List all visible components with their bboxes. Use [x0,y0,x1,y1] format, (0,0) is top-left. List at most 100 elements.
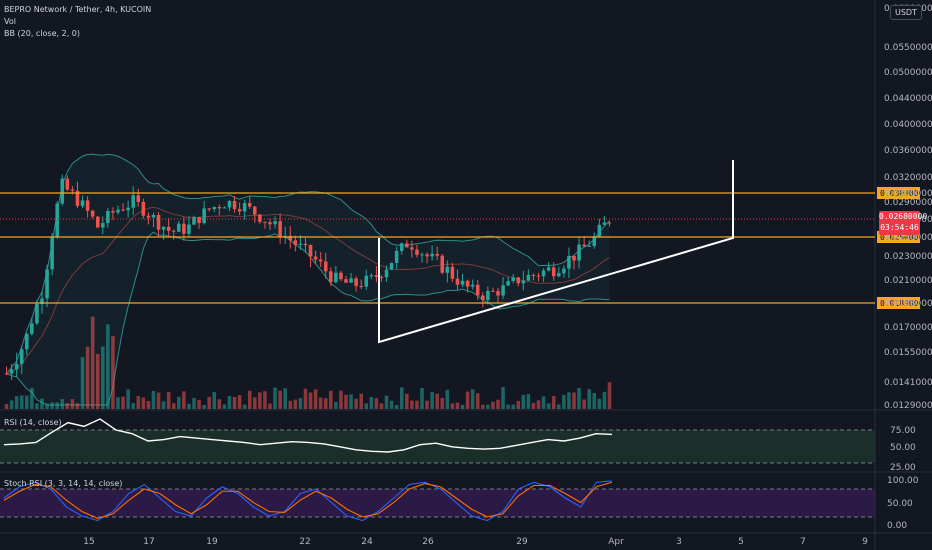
price-tick-label: 0.03000000 [884,189,932,199]
volume-bar [349,394,353,409]
candle-body [227,200,232,208]
candle-body [420,254,424,256]
volume-bar [567,392,571,409]
candle-body [415,249,419,255]
level-price-text: 0.02500000 [880,233,928,242]
volume-bar [389,400,394,409]
candle-body [440,255,445,273]
price-tick-label: 0.02500000 [884,233,932,243]
volume-bar [141,397,146,409]
volume-bar [592,393,597,409]
volume-bar [242,404,247,409]
candle-body [506,281,510,286]
candle-body [222,207,227,209]
candle-body [141,201,146,216]
rsi-line [3,418,613,453]
volume-bar [106,324,110,409]
candle-body [551,267,556,277]
candle-body [247,203,252,207]
candle-body [45,269,49,299]
volume-bar [475,393,480,409]
volume-bar [9,400,14,409]
volume-bar [587,389,591,409]
candle-body [491,290,495,292]
candle-body [582,244,586,247]
volume-bar [268,403,272,409]
candle-body [19,349,24,364]
candle-body [410,247,414,250]
candle-body [166,226,171,231]
volume-bar [14,396,19,409]
time-tick-label: 19 [206,537,218,547]
level-price-text: 0.01880000 [880,299,928,308]
candle-body [70,189,75,191]
candle-body [182,223,186,234]
candle-body [217,207,222,209]
volume-bar [531,402,536,409]
volume-bars [4,316,612,409]
candle-body [263,221,267,223]
candle-body [30,323,34,334]
time-axis[interactable]: 15 17 19 22 24 26 29 Apr 3 5 7 9 [83,537,868,547]
volume-bar [344,394,348,409]
candle-body [526,274,531,281]
volume-bar [278,390,282,409]
volume-bar [369,396,374,409]
candle-body [136,195,141,202]
price-pane[interactable] [0,0,875,410]
volume-bar [50,402,54,409]
volume-bar [298,398,303,409]
volume-bar [516,400,521,409]
candle-body [572,255,576,261]
volume-bar [90,316,95,409]
candle-body [126,207,130,211]
candle-body [151,214,156,218]
volume-bar [80,357,85,409]
candle-body [394,250,399,263]
candle-body [232,200,237,210]
bb-legend: BB (20, close, 2, 0) [4,29,80,38]
volume-bar [202,404,206,409]
candle-body [399,243,404,251]
volume-bar [562,394,566,409]
volume-bar [182,391,186,409]
candle-body [298,243,303,245]
candle-body [156,214,161,230]
volume-bar [126,389,130,409]
time-tick-label: 15 [83,537,94,547]
candle-body [536,275,541,277]
candle-body [496,291,500,296]
candle-body [253,206,257,215]
candle-body [339,272,343,280]
volume-bar [217,399,222,409]
stoch-series [3,481,613,519]
volume-bar [40,398,44,409]
volume-bar [440,397,445,409]
volume-bar [536,400,541,409]
ascending-triangle-drawing[interactable] [378,160,734,344]
candle-body [531,274,536,276]
volume-bar [465,391,470,409]
candle-body [546,267,551,271]
candle-body [197,217,201,224]
candle-body [192,217,196,225]
volume-bar [197,399,201,409]
candle-body [116,209,120,213]
time-tick-label: 7 [800,537,806,547]
candle-body [455,278,460,285]
candle-body [577,244,581,261]
currency-label[interactable]: USDT [890,5,922,20]
volume-bar [273,387,277,409]
volume-bar [410,400,414,409]
candle-body [212,207,217,210]
volume-bar [75,403,80,409]
volume-bar [313,389,318,409]
candle-body [587,245,591,247]
volume-bar [506,404,510,409]
